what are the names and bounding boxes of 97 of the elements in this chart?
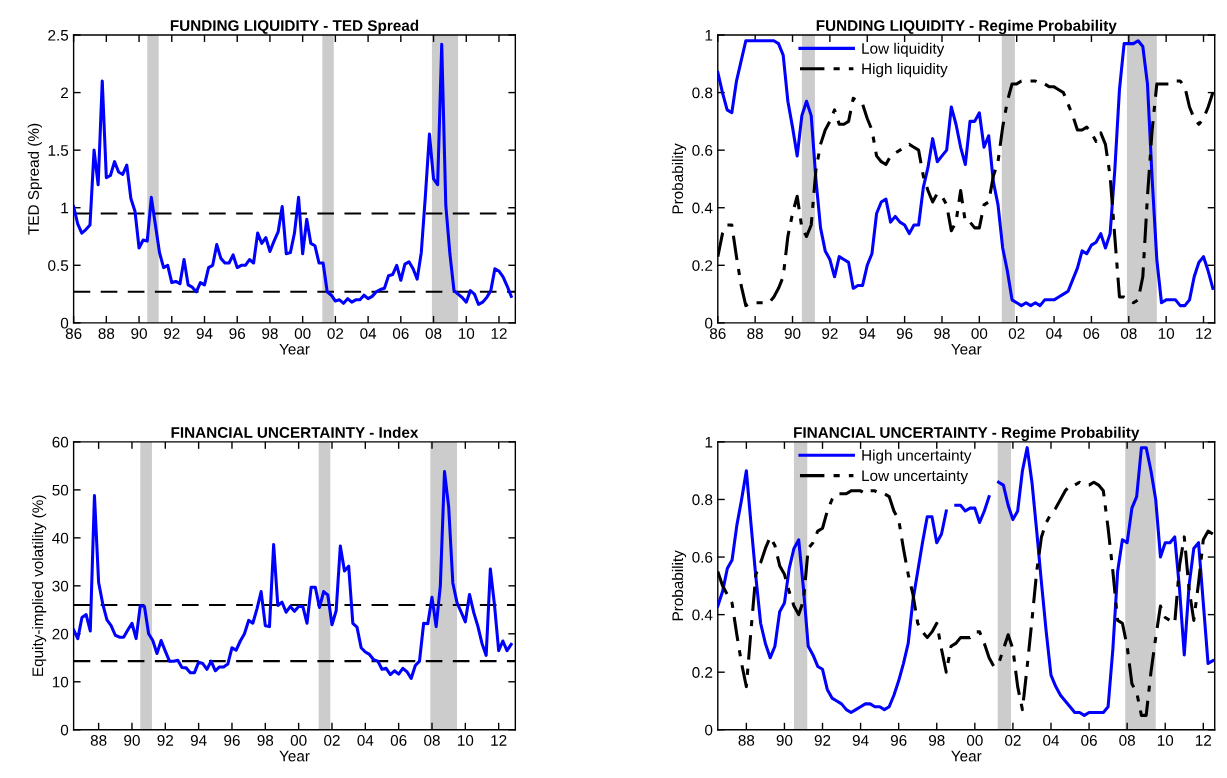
x-tick-label: 06: [390, 735, 407, 746]
x-tick-label: 02: [1008, 328, 1025, 339]
x-tick-label: 06: [392, 328, 409, 339]
x-tick-label: 02: [324, 735, 340, 746]
x-tick-label: 88: [98, 328, 115, 339]
y-tick-label: 0.4: [692, 609, 713, 621]
y-tick-label: 2: [61, 87, 68, 99]
y-tick-label: 60: [52, 436, 69, 448]
x-tick-label: 12: [491, 328, 507, 339]
x-tick-label: 96: [890, 735, 907, 746]
x-tick-label: 94: [852, 735, 869, 746]
x-tick-label: 92: [164, 328, 180, 339]
x-tick-label: 94: [859, 328, 876, 339]
y-tick-label: 0: [705, 724, 713, 736]
y-tick-label: 40: [52, 532, 69, 544]
x-tick-label: 08: [425, 328, 442, 339]
y-axis-title: TED Spread (%): [27, 123, 42, 235]
chart-title: FUNDING LIQUIDITY - TED Spread: [170, 19, 419, 35]
x-tick-label: 98: [928, 735, 945, 746]
x-tick-label: 92: [814, 735, 831, 746]
y-tick-label: 0: [60, 317, 69, 329]
y-tick-label: 1.5: [48, 145, 69, 156]
legend-label: Low uncertainty: [862, 469, 969, 485]
y-tick-label: 0.4: [692, 202, 713, 214]
x-tick-label: 08: [1120, 328, 1137, 339]
y-axis-title: Equity-implied volatility (%): [31, 495, 47, 676]
x-tick-label: 90: [124, 735, 140, 746]
x-tick-label: 94: [190, 735, 207, 746]
x-tick-label: 04: [360, 328, 377, 339]
y-tick-label: 1: [705, 30, 713, 41]
x-tick-label: 98: [262, 328, 278, 339]
y-tick-label: 1: [705, 436, 713, 448]
x-tick-label: 94: [196, 328, 213, 339]
legend-label: High liquidity: [862, 63, 948, 78]
x-tick-label: 10: [458, 328, 475, 339]
y-tick-label: 50: [52, 484, 69, 496]
x-tick-label: 90: [784, 328, 801, 339]
y-tick-label: 10: [52, 676, 69, 688]
y-tick-label: 30: [52, 580, 69, 592]
x-tick-label: 06: [1081, 735, 1097, 746]
x-tick-label: 98: [257, 735, 274, 746]
y-tick-label: 2.5: [48, 29, 69, 41]
x-tick-label: 10: [1158, 328, 1175, 339]
y-tick-label: 0.2: [692, 667, 713, 678]
y-tick-label: 0.8: [692, 494, 713, 506]
x-axis-title: Year: [951, 343, 982, 355]
x-tick-label: 10: [1157, 735, 1174, 746]
x-tick-label: 92: [822, 328, 838, 339]
y-tick-label: 1: [61, 202, 69, 214]
x-axis-title: Year: [951, 750, 982, 762]
x-axis-title: Year: [279, 750, 310, 762]
x-tick-label: 90: [776, 735, 793, 746]
x-tick-label: 00: [971, 328, 988, 339]
x-tick-label: 88: [738, 735, 755, 746]
y-tick-label: 0: [705, 317, 713, 329]
x-axis-title: Year: [279, 343, 310, 355]
y-tick-label: 0.8: [692, 87, 713, 99]
x-tick-label: 08: [1119, 735, 1135, 746]
x-tick-label: 00: [966, 735, 983, 746]
x-tick-label: 92: [157, 735, 174, 746]
x-tick-label: 12: [1195, 735, 1212, 746]
x-tick-label: 86: [709, 328, 726, 339]
y-tick-label: 20: [52, 628, 69, 640]
x-tick-label: 88: [90, 735, 107, 746]
line-series: [73, 470, 513, 680]
x-tick-label: 96: [229, 328, 246, 339]
x-tick-label: 08: [424, 735, 440, 746]
x-tick-label: 02: [1005, 735, 1021, 746]
x-tick-label: 04: [357, 735, 374, 746]
x-tick-label: 90: [131, 328, 147, 339]
x-tick-label: 12: [491, 735, 507, 746]
y-tick-label: 0.6: [692, 145, 713, 156]
x-tick-label: 06: [1083, 328, 1100, 339]
y-tick-label: 0.6: [692, 551, 713, 563]
x-tick-label: 10: [458, 735, 474, 746]
y-axis-title: Probability: [671, 550, 687, 621]
chart-title: FUNDING LIQUIDITY - Regime Probability: [816, 19, 1117, 35]
x-tick-label: 00: [290, 735, 307, 746]
y-tick-label: 0.5: [48, 260, 69, 271]
x-tick-label: 12: [1196, 328, 1212, 339]
y-tick-label: 0: [60, 724, 69, 736]
x-tick-label: 04: [1043, 735, 1060, 746]
y-axis-title: Probability: [671, 143, 687, 214]
y-tick-label: 0.2: [692, 260, 713, 271]
x-tick-label: 98: [934, 328, 950, 339]
x-tick-label: 02: [327, 328, 344, 339]
x-tick-label: 96: [224, 735, 240, 746]
x-tick-label: 88: [747, 328, 763, 339]
chart-title: FINANCIAL UNCERTAINTY - Regime Probability: [794, 426, 1140, 441]
x-tick-label: 00: [294, 328, 311, 339]
x-tick-label: 86: [65, 328, 82, 339]
x-tick-label: 04: [1046, 328, 1063, 339]
chart-title: FINANCIAL UNCERTAINTY - Index: [171, 426, 419, 438]
x-tick-label: 96: [896, 328, 913, 339]
legend-label: High uncertainty: [862, 449, 972, 464]
line-series: [73, 42, 513, 306]
legend-label: Low liquidity: [862, 42, 945, 57]
